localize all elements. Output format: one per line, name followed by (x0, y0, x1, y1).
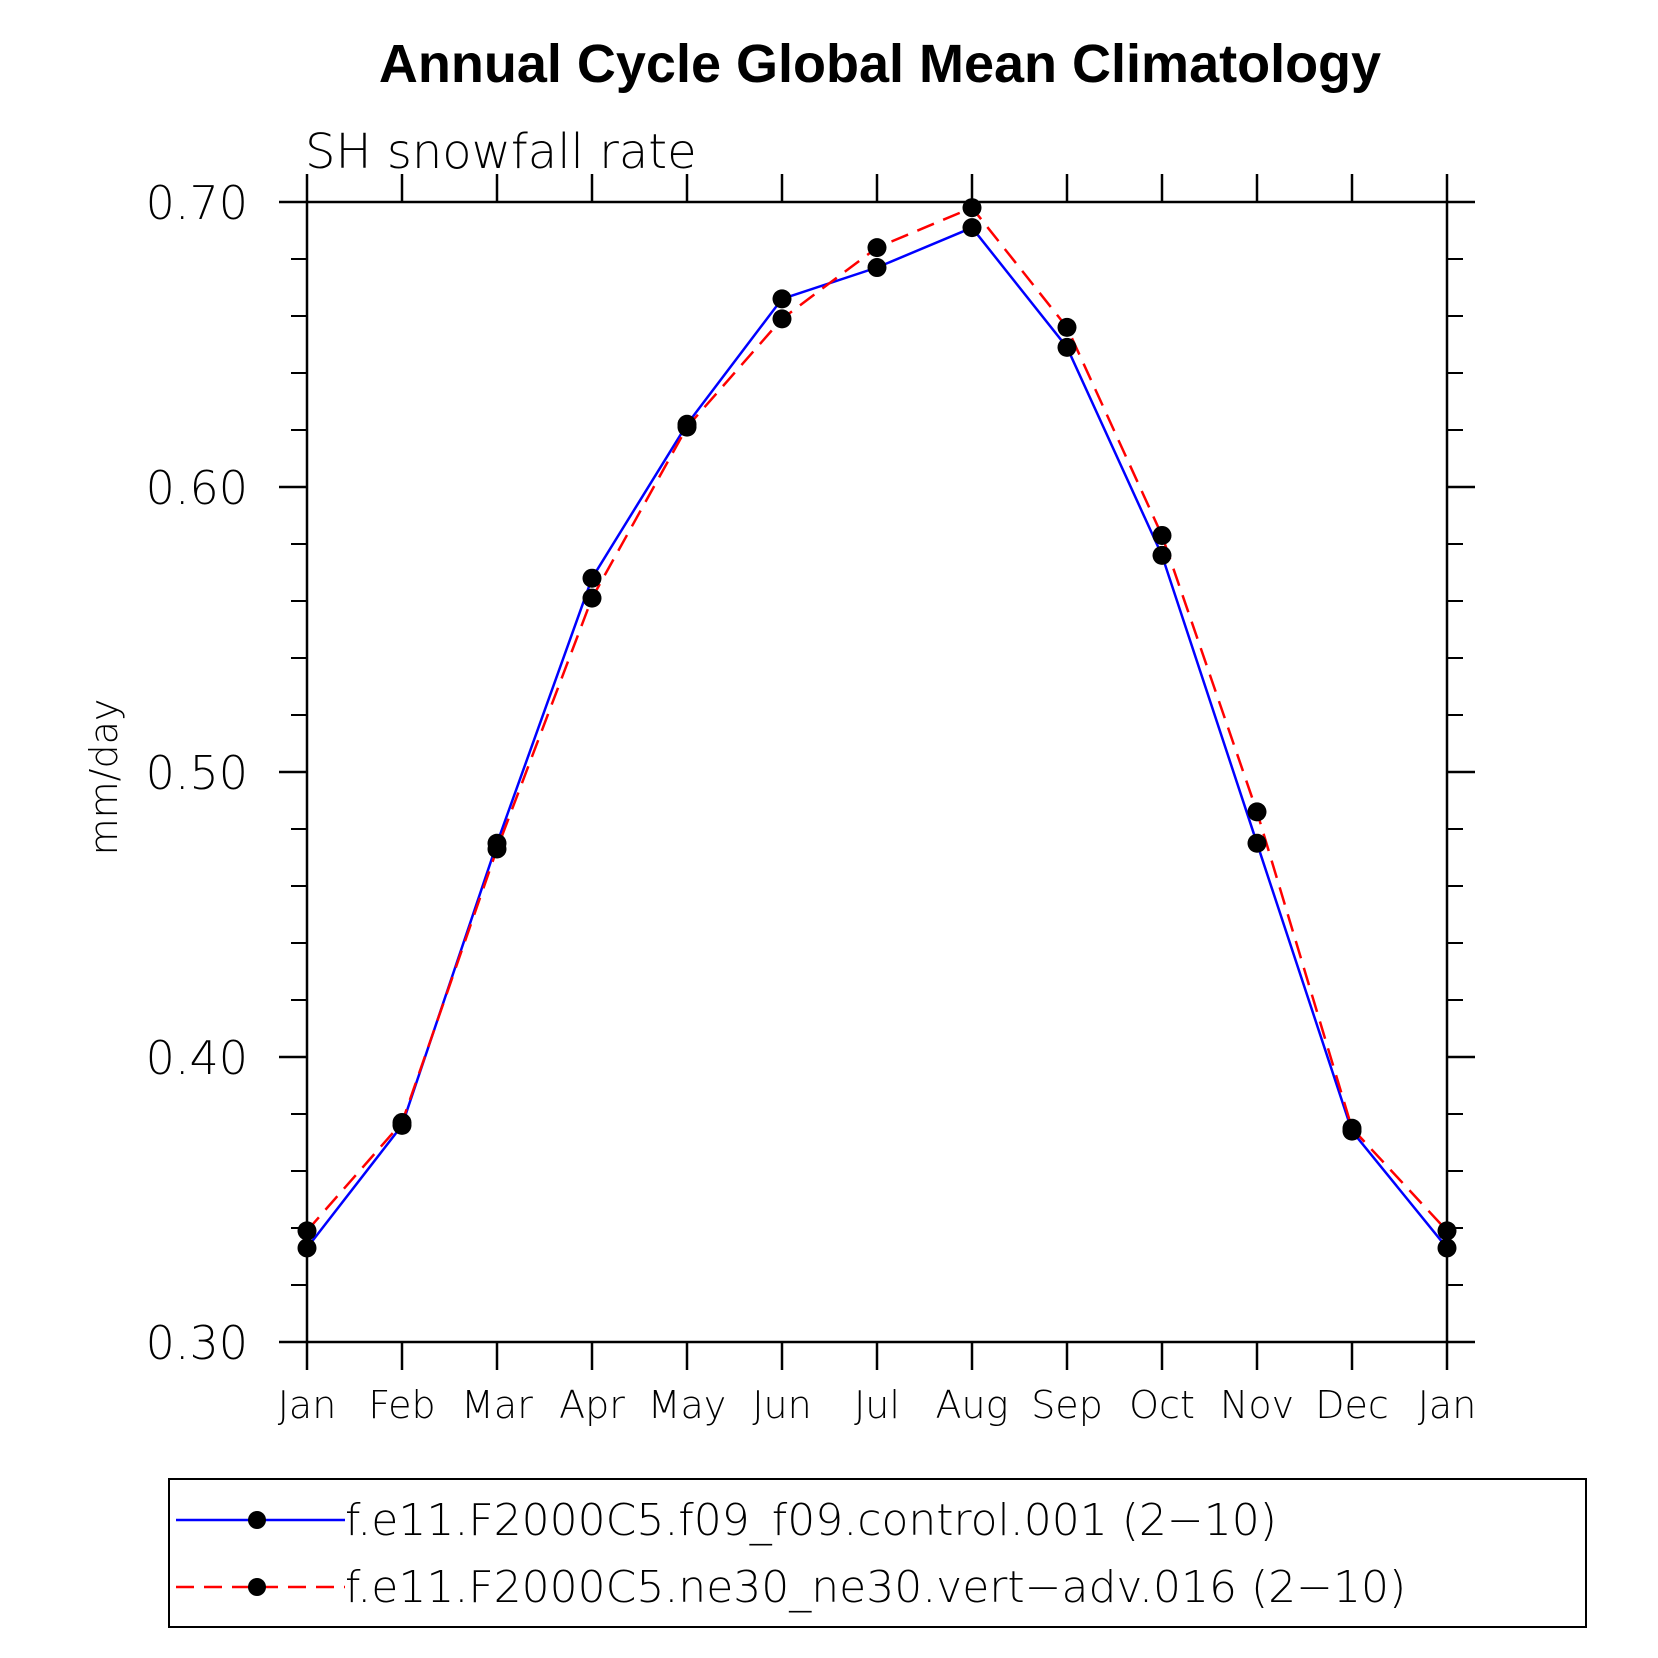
data-point-series-0 (582, 568, 602, 588)
series-line-0 (306, 226, 1448, 1249)
x-tick-label: May (648, 1383, 727, 1427)
legend-marker-vert-adv (248, 1578, 266, 1596)
plot-frame (305, 200, 1449, 1344)
series-line-1 (306, 206, 1448, 1232)
axes: Jan Feb Mar Apr May Jun Jul Aug Sep Oct Nov Dec Jan 0… (146, 174, 1477, 1427)
legend-box (168, 1478, 1587, 1628)
x-tick-label: Jan (1418, 1383, 1477, 1427)
legend-label-control: f.e11.F2000C5.f09_f09.control.001 (2−10) (345, 1495, 1277, 1546)
y-tick-label: 0.50 (146, 746, 248, 800)
legend-label-vert-adv: f.e11.F2000C5.ne30_ne30.vert−adv.016 (2−… (345, 1562, 1406, 1613)
chart-title: Annual Cycle Global Mean Climatology (379, 34, 1381, 94)
data-point-series-0 (1057, 337, 1077, 357)
y-tick-label: 0.60 (146, 461, 248, 515)
y-tick-label: 0.40 (146, 1031, 248, 1085)
x-tick-label: Dec (1315, 1383, 1389, 1427)
y-axis-label: mm/day (82, 699, 126, 856)
x-tick-label: Aug (936, 1383, 1009, 1427)
data-point-series-0 (962, 218, 982, 238)
data-point-series-0 (1152, 545, 1172, 565)
data-point-series-0 (772, 289, 792, 309)
data-point-series-1 (867, 238, 887, 258)
x-tick-label: Jun (752, 1383, 811, 1427)
x-tick-label: Mar (461, 1383, 533, 1427)
chart-subtitle: SH snowfall rate (305, 124, 697, 180)
x-tick-label: Jul (854, 1383, 900, 1427)
x-tick-label: Nov (1220, 1383, 1294, 1427)
data-point-series-1 (582, 588, 602, 608)
legend-item-control: f.e11.F2000C5.f09_f09.control.001 (2−10) (176, 1495, 1277, 1546)
series-layer (297, 198, 1457, 1258)
data-point-series-1 (1152, 525, 1172, 545)
data-point-series-1 (772, 309, 792, 329)
legend-marker-control (248, 1511, 266, 1529)
data-point-series-1 (487, 839, 507, 859)
data-point-series-0 (1247, 833, 1267, 853)
x-tick-label: Jan (278, 1383, 337, 1427)
y-tick-label: 0.30 (146, 1316, 248, 1370)
data-point-series-0 (867, 258, 887, 278)
y-tick-label: 0.70 (146, 176, 248, 230)
x-tick-label: Apr (559, 1383, 625, 1427)
data-point-series-1 (1247, 802, 1267, 822)
data-point-series-1 (392, 1113, 412, 1133)
data-point-series-1 (1342, 1118, 1362, 1138)
data-point-series-1 (1057, 317, 1077, 337)
legend-item-vert-adv: f.e11.F2000C5.ne30_ne30.vert−adv.016 (2−… (176, 1562, 1406, 1613)
x-tick-label: Feb (368, 1383, 435, 1427)
x-tick-label: Oct (1129, 1383, 1195, 1427)
data-point-series-1 (677, 417, 697, 437)
x-tick-label: Sep (1031, 1383, 1103, 1427)
